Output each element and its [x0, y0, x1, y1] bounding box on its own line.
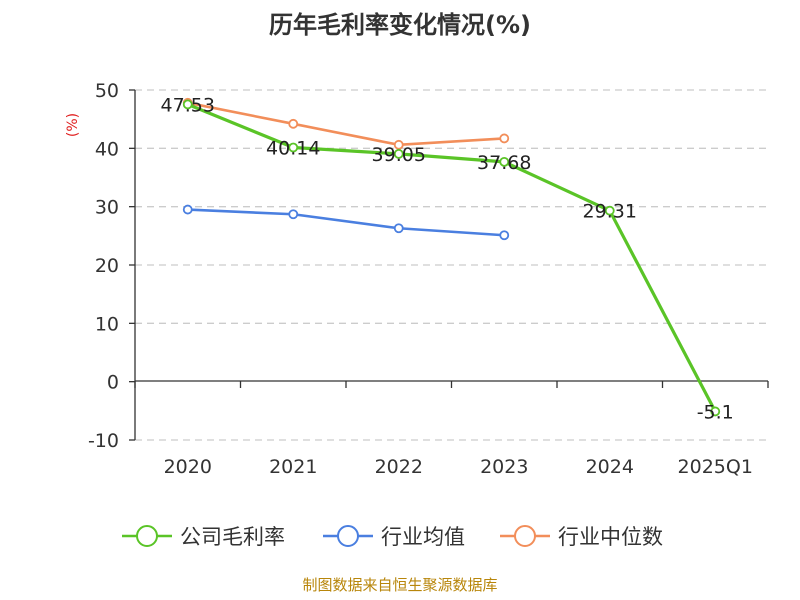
series-line	[187, 208, 505, 237]
legend[interactable]: 公司毛利率 行业均值 行业中位数	[122, 525, 663, 549]
gridlines	[135, 89, 768, 441]
data-point	[182, 99, 193, 110]
data-point	[499, 133, 510, 144]
series-line	[187, 102, 717, 413]
axes: -10 0 10 20 30 40 50 2020 2021 2022 2023 2024 2025Q1	[88, 80, 769, 478]
data-point	[288, 142, 299, 153]
data-point	[393, 148, 404, 159]
data-point	[604, 205, 615, 216]
y-tick-label: 50	[95, 80, 119, 102]
y-tick-label: -10	[88, 430, 119, 452]
data-point	[393, 223, 404, 234]
legend-label: 行业均值	[381, 525, 465, 549]
y-tick-label: 0	[107, 372, 119, 394]
data-point	[288, 209, 299, 220]
data-label: 40.14	[266, 138, 320, 160]
data-point	[393, 139, 404, 150]
y-tick-label: 10	[95, 313, 119, 335]
x-tick-label: 2021	[269, 456, 317, 478]
x-tick-label: 2020	[164, 456, 212, 478]
legend-marker-icon	[337, 525, 359, 547]
data-point	[499, 156, 510, 167]
data-label: -5.1	[697, 401, 734, 423]
x-tick-label: 2024	[586, 456, 634, 478]
legend-item[interactable]: 公司毛利率	[122, 525, 285, 549]
y-tick-label: 20	[95, 255, 119, 277]
legend-item[interactable]: 行业中位数	[500, 525, 663, 549]
x-tick-label: 2022	[375, 456, 423, 478]
x-tick-label: 2023	[480, 456, 528, 478]
y-tick-label: 30	[95, 197, 119, 219]
x-tick-label: 2025Q1	[678, 456, 753, 478]
legend-label: 公司毛利率	[180, 525, 285, 549]
legend-label: 行业中位数	[558, 525, 663, 549]
data-point	[710, 406, 721, 417]
source-note: 制图数据来自恒生聚源数据库	[302, 576, 497, 594]
data-labels: 47.53 40.14 39.05 37.68 29.31 -5.1	[161, 94, 734, 423]
legend-marker-icon	[136, 525, 158, 547]
series-line	[187, 101, 505, 147]
legend-marker-icon	[514, 525, 536, 547]
y-axis-label: (%)	[65, 113, 81, 137]
data-point	[499, 230, 510, 241]
data-label: 37.68	[477, 152, 531, 174]
data-label: 47.53	[161, 94, 215, 116]
y-tick-label: 40	[95, 138, 119, 160]
series-lines	[182, 97, 721, 417]
legend-item[interactable]: 行业均值	[323, 525, 465, 549]
data-label: 39.05	[372, 144, 426, 166]
data-point	[182, 204, 193, 215]
data-point	[288, 118, 299, 129]
data-label: 29.31	[583, 201, 637, 223]
chart-title: 历年毛利率变化情况(%)	[269, 11, 531, 39]
